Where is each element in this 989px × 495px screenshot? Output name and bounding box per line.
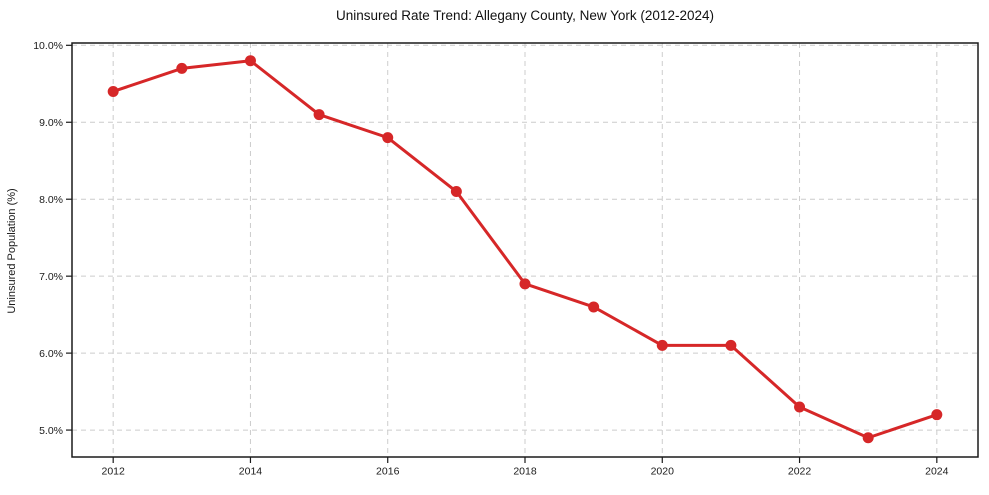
y-tick-label: 5.0% — [39, 425, 63, 437]
gridlines — [72, 43, 978, 457]
data-point-2014 — [244, 55, 256, 67]
data-point-2021 — [725, 339, 737, 351]
x-tick-label: 2020 — [651, 466, 675, 478]
x-tick-label: 2012 — [102, 466, 126, 478]
y-tick-label: 10.0% — [33, 40, 63, 52]
data-point-2020 — [656, 339, 668, 351]
y-tick-label: 6.0% — [39, 348, 63, 360]
x-tick-label: 2014 — [239, 466, 263, 478]
data-point-2017 — [450, 186, 462, 198]
y-axis-label: Uninsured Population (%) — [6, 188, 18, 313]
axis-ticks — [66, 44, 938, 463]
y-tick-label: 8.0% — [39, 194, 63, 206]
data-point-2022 — [794, 401, 806, 413]
y-tick-label: 7.0% — [39, 271, 63, 283]
data-point-2013 — [176, 62, 188, 74]
y-tick-label: 9.0% — [39, 117, 63, 129]
chart-title: Uninsured Rate Trend: Allegany County, N… — [336, 8, 714, 23]
data-point-2023 — [862, 432, 874, 444]
x-tick-label: 2018 — [513, 466, 537, 478]
axis-tick-labels: 2012 2014 2016 2018 2020 2022 2024 5.0% 6.0% 7.0%… — [33, 40, 948, 477]
data-point-2024 — [931, 409, 943, 421]
x-tick-label: 2024 — [925, 466, 949, 478]
data-point-2016 — [382, 132, 394, 144]
x-tick-label: 2022 — [788, 466, 812, 478]
data-point-2019 — [588, 301, 600, 313]
data-series — [107, 55, 943, 444]
x-tick-label: 2016 — [376, 466, 400, 478]
data-point-2012 — [107, 85, 119, 97]
data-point-2018 — [519, 278, 531, 290]
data-point-2015 — [313, 109, 325, 121]
